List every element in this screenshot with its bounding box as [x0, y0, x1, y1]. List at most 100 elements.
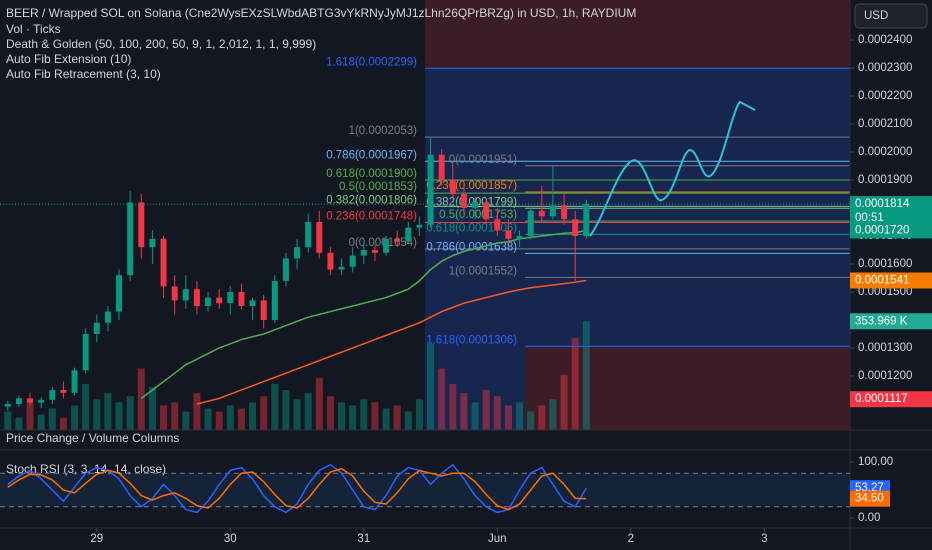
y-tick-label: 0.00: [858, 512, 880, 524]
currency-label[interactable]: USD: [864, 10, 888, 22]
y-tick-label: 0.0001900: [858, 174, 912, 186]
projection-drawing: [589, 100, 756, 237]
candle-body: [527, 210, 534, 236]
volume-bar: [59, 417, 67, 430]
candle-body: [316, 221, 323, 253]
candle-body: [405, 227, 412, 242]
volume-bar: [338, 402, 346, 430]
fib-label: 0.786(0.0001638): [426, 241, 517, 253]
y-tick-label: 0.0002000: [858, 146, 912, 158]
y-tick-label: 0.0002100: [858, 118, 912, 130]
volume-bar: [37, 414, 45, 430]
y-tick-label: 0.0001500: [858, 286, 912, 298]
volume-bar: [71, 405, 79, 430]
indicator-line: [196, 279, 587, 405]
fib-label: 1.618(0.0002299): [326, 56, 417, 68]
candle-body: [160, 238, 167, 287]
candle-body: [371, 249, 378, 253]
candle-body: [483, 202, 490, 220]
indicator-line: [140, 229, 587, 399]
volume-bar: [449, 383, 457, 430]
indicator: Auto Fib Retracement (3, 10): [6, 67, 161, 81]
volume-bar: [516, 402, 524, 430]
candle-body: [505, 230, 512, 239]
x-tick-label: 2: [628, 533, 634, 545]
y-tick-label: 0.0001600: [858, 258, 912, 270]
candle-body: [438, 154, 445, 181]
x-tick-label: 31: [357, 533, 370, 545]
fib-label: 0.618(0.0001706): [426, 222, 517, 234]
candle-body: [538, 210, 545, 217]
zone-red: [425, 0, 850, 69]
volume-bar: [204, 408, 212, 430]
fib-label: 0.236(0.0001748): [326, 211, 417, 223]
volume-bar: [504, 405, 512, 430]
fib-label: 1(0.0002053): [349, 125, 418, 137]
volume-bar: [48, 408, 56, 430]
rsi-value-box: [850, 490, 890, 507]
volume-label-box: [850, 313, 932, 330]
fib-label: 0.236(0.0001857): [426, 180, 517, 192]
candle-body: [93, 322, 100, 334]
currency-button[interactable]: [854, 3, 928, 29]
candle-body: [305, 221, 312, 248]
candle-body: [249, 300, 256, 306]
indicator-line: [7, 463, 587, 514]
volume-bar: [115, 402, 123, 430]
volume-bar: [4, 411, 12, 430]
volume-bar: [304, 393, 312, 430]
volume-bar: [471, 402, 479, 430]
candle-body: [294, 247, 301, 259]
zone-blue: [425, 68, 850, 347]
volume-bar: [393, 405, 401, 430]
indicator: Death & Golden (50, 100, 200, 50, 9, 1, …: [6, 37, 316, 51]
price-label: 0.0001117: [855, 393, 908, 405]
volume-bar: [549, 399, 557, 430]
candle-body: [260, 300, 267, 320]
price-label: 0.0001541: [855, 275, 909, 287]
volume-bar: [237, 408, 245, 430]
candle-body: [171, 286, 178, 301]
volume-pane-title: Price Change / Volume Columns: [6, 431, 179, 445]
indicator-line: [7, 467, 587, 511]
zone-blue: [425, 346, 526, 430]
candle-body: [149, 238, 156, 248]
volume-bar: [126, 396, 134, 430]
volume-bar: [415, 399, 423, 430]
background-zones: [425, 0, 850, 430]
candle-body: [349, 255, 356, 267]
candle-body: [127, 202, 134, 276]
candle-body: [205, 297, 212, 306]
price-label-box: [850, 391, 932, 408]
candle-body: [271, 280, 278, 320]
price-label: 0.0001720: [855, 224, 909, 236]
fib-label: 0(0.0001951): [449, 154, 518, 166]
candle-body: [82, 333, 89, 371]
candle-body: [193, 289, 200, 306]
candle-body: [516, 235, 523, 239]
volume-bar: [371, 402, 379, 430]
volume-bar: [82, 383, 90, 430]
price-label-box: [850, 196, 932, 227]
candle-body: [549, 205, 556, 217]
candle-body: [561, 205, 568, 220]
rsi-value-label: 34.50: [855, 493, 884, 505]
candle-body: [572, 219, 579, 236]
volume-bar: [460, 393, 468, 430]
candle-body: [27, 398, 34, 403]
price-label: 0.0001814: [855, 198, 910, 210]
fib-label: 0.382(0.0001799): [426, 196, 517, 208]
price-label-box: [850, 272, 932, 289]
volume-bar: [171, 402, 179, 430]
volume-bar: [404, 411, 412, 430]
volume-bar: [527, 411, 535, 430]
candle-body: [138, 202, 145, 248]
zone-red: [525, 346, 850, 430]
chart-title: BEER / Wrapped SOL on Solana (Cne2WysEXz…: [6, 6, 636, 20]
volume-bar: [182, 411, 190, 430]
countdown-label: 00:51: [855, 212, 884, 224]
y-tick-label: 0.0002200: [858, 90, 912, 102]
candle-body: [38, 399, 45, 403]
volume-bar: [26, 402, 34, 430]
candle-body: [15, 398, 22, 404]
